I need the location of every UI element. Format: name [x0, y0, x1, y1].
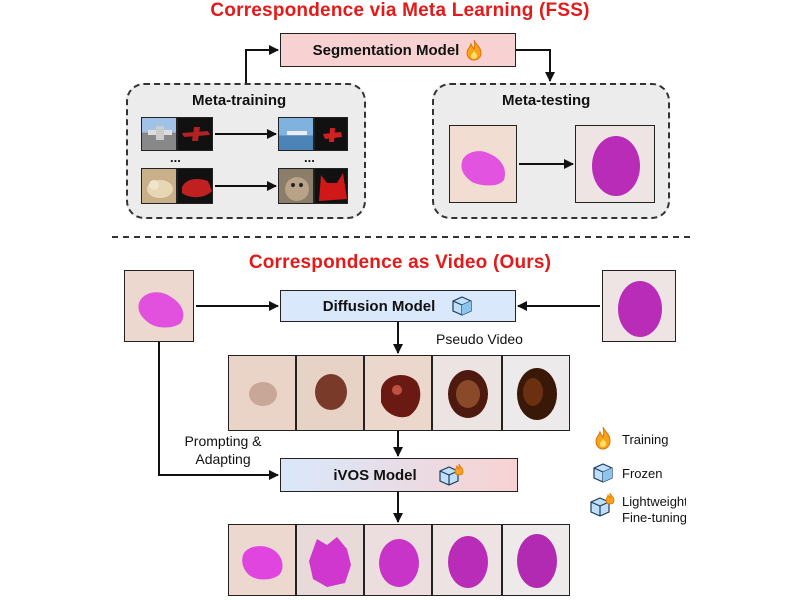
- video-frame-3: [364, 355, 432, 431]
- prompting-adapting-label: Prompting & Adapting: [173, 432, 273, 468]
- meta-testing-label: Meta-testing: [502, 92, 591, 109]
- video-frame-4: [432, 355, 502, 431]
- segmentation-model-label: Segmentation Model: [312, 41, 460, 59]
- ivos-model-box: iVOS Model: [280, 458, 518, 492]
- legend-lightweight-label: Lightweight Fine-tuning: [622, 494, 686, 526]
- output-frame-2: [296, 524, 364, 596]
- legend-cube-flame-icon: [590, 492, 615, 517]
- output-frame-4: [432, 524, 502, 596]
- support-mask-bottom: [602, 270, 676, 342]
- video-frame-5: [502, 355, 570, 431]
- legend-lightweight-line1: Lightweight: [622, 494, 686, 509]
- pseudo-video-label: Pseudo Video: [436, 331, 523, 347]
- training-ellipsis-left: ...: [170, 150, 181, 165]
- legend-frozen-label: Frozen: [622, 466, 663, 481]
- arrow-support-to-ivos: [158, 342, 279, 480]
- output-frame-5: [502, 524, 570, 596]
- ivos-model-label: iVOS Model: [333, 466, 417, 484]
- cat-query-image: [278, 168, 314, 204]
- legend-training-label: Training: [622, 432, 669, 447]
- training-ellipsis-right: ...: [304, 150, 315, 165]
- flame-icon: [466, 39, 482, 61]
- legend-flame-icon: [595, 426, 611, 450]
- video-frame-1: [228, 355, 296, 431]
- airplane-query-mask: [314, 117, 348, 151]
- bottom-title: Correspondence as Video (Ours): [248, 252, 552, 273]
- cube-icon: [452, 296, 472, 316]
- cube-flame-icon: [439, 463, 464, 486]
- diffusion-model-box: Diffusion Model: [280, 290, 516, 322]
- output-frame-3: [364, 524, 432, 596]
- meta-training-label: Meta-training: [192, 92, 287, 109]
- segmentation-model-box: Segmentation Model: [280, 33, 516, 67]
- predicted-mask-image: [575, 125, 655, 203]
- arrow-model-to-testing: [516, 49, 555, 82]
- diffusion-model-label: Diffusion Model: [322, 297, 436, 315]
- airplane-query-image: [278, 117, 314, 151]
- output-frame-1: [228, 524, 296, 596]
- cat-image: [141, 168, 177, 204]
- airplane-mask: [177, 117, 213, 151]
- legend-cube-icon: [593, 463, 613, 483]
- legend-lightweight-line2: Fine-tuning: [622, 510, 686, 525]
- prompting-line: Prompting &: [184, 433, 262, 449]
- airplane-image: [141, 117, 177, 151]
- support-skin-image: [449, 125, 517, 203]
- video-frame-2: [296, 355, 364, 431]
- support-image-bottom: [124, 270, 194, 342]
- arrow-training-to-model: [245, 45, 279, 83]
- top-title: Correspondence via Meta Learning (FSS): [210, 0, 590, 21]
- adapting-line: Adapting: [195, 451, 251, 467]
- cat-mask: [177, 168, 213, 204]
- cat-query-mask: [314, 168, 348, 204]
